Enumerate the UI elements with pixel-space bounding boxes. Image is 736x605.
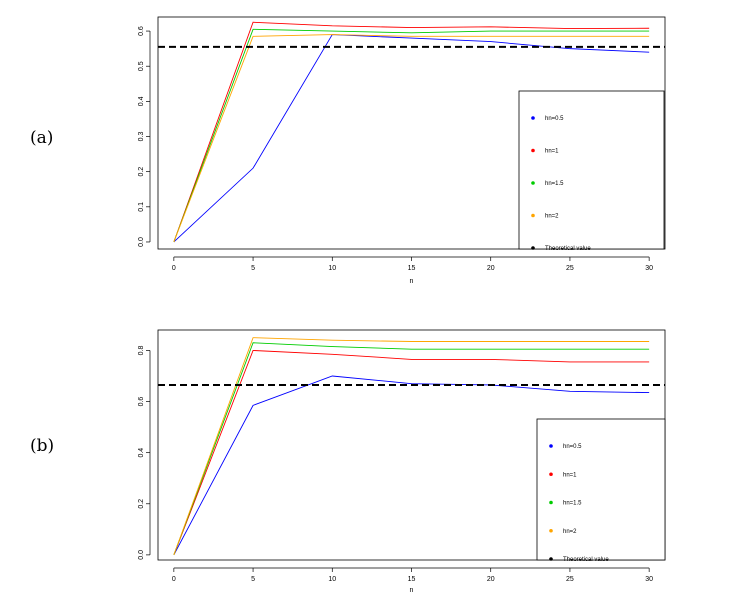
legend-box [518,90,665,250]
series-line [173,34,650,243]
legend-label: hn=1.5 [563,501,582,507]
legend-label: Theoretical value [563,557,609,563]
x-tick-label: 0 [172,265,176,272]
series-line [173,21,650,243]
plot-frame [157,16,666,250]
legend-marker [549,528,553,533]
x-tick-label: 5 [251,576,255,583]
x-tick-label: 15 [408,265,416,272]
y-tick-label: 0.4 [138,96,145,106]
series-line [173,375,650,556]
y-tick-label: 0.0 [138,237,145,247]
legend-label: hn=2 [563,529,577,535]
legend-marker [531,213,535,218]
panel-label-a: (a) [30,128,54,148]
legend-marker [549,472,553,477]
legend-marker [531,181,535,185]
series-line [173,34,650,243]
series-line [173,349,650,556]
legend-label: hn=1 [563,472,577,478]
series-line [173,337,650,556]
x-tick-label: 30 [645,265,653,272]
y-tick-label: 0.5 [138,61,145,71]
x-tick-label: 0 [172,576,176,583]
legend-label: hn=1 [545,149,559,155]
panel-label-b: (b) [30,436,55,456]
y-tick-label: 0.6 [138,26,145,36]
legend-marker [531,246,535,250]
x-tick-label: 25 [566,576,574,583]
legend-label: hn=1.5 [545,181,564,187]
legend-label: hn=2 [545,214,559,220]
legend-marker [549,557,553,561]
y-tick-label: 0.8 [138,345,145,355]
legend-box [536,418,666,561]
y-tick-label: 0.2 [138,499,145,509]
legend-marker [549,444,553,448]
x-tick-label: 15 [408,576,416,583]
y-tick-label: 0.3 [138,132,145,142]
x-tick-label: 20 [487,265,495,272]
y-tick-label: 0.0 [138,550,145,560]
x-tick-label: 25 [566,265,574,272]
x-axis-title: n [410,587,414,594]
legend-marker [549,500,553,505]
y-tick-label: 0.6 [138,397,145,407]
legend-label: hn=0.5 [545,116,564,122]
legend-label: Theoretical value [545,246,591,252]
legend-marker [531,116,535,120]
x-tick-label: 10 [328,576,336,583]
y-tick-label: 0.4 [138,448,145,458]
x-tick-label: 5 [251,265,255,272]
y-tick-label: 0.1 [138,202,145,212]
x-tick-label: 30 [645,576,653,583]
legend-label: hn=0.5 [563,444,582,450]
series-line [173,28,650,243]
series-line [173,342,650,556]
x-tick-label: 10 [328,265,336,272]
y-tick-label: 0.2 [138,167,145,177]
x-axis-title: n [410,278,414,285]
legend-marker [531,148,535,153]
x-tick-label: 20 [487,576,495,583]
